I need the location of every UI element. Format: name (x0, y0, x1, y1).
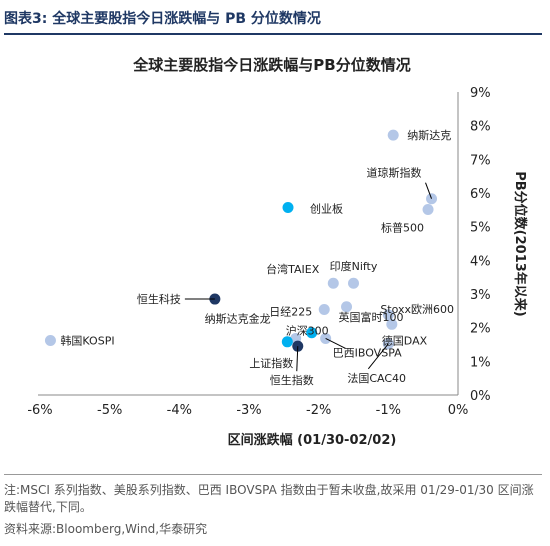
scatter-chart: 全球主要股指今日涨跌幅与PB分位数情况 -6% -5% -4% -3% -2% -1% 0%… (27, 56, 528, 448)
y-tick-label: 1% (470, 355, 491, 370)
data-point (44, 334, 56, 346)
x-tick-label: -6% (27, 403, 52, 418)
data-point (282, 201, 294, 213)
leader-line (425, 182, 432, 199)
point-label: 恒生指数 (270, 373, 314, 387)
chart-source: 资料来源:Bloomberg,Wind,华泰研究 (4, 522, 208, 536)
chart-title: 全球主要股指今日涨跌幅与PB分位数情况 (132, 56, 410, 74)
point-label: 道琼斯指数 (367, 166, 422, 180)
x-tick-label: -3% (236, 403, 261, 418)
data-point (327, 277, 339, 289)
y-tick-label: 6% (470, 187, 491, 202)
point-label: 日经225 (269, 305, 312, 318)
point-label: 标普500 (381, 220, 424, 234)
data-point (318, 303, 330, 315)
x-tick-label: -4% (167, 403, 192, 418)
point-label: 创业板 (310, 201, 343, 215)
point-label: 法国CAC40 (347, 371, 406, 385)
y-tick-label: 9% (470, 86, 491, 101)
x-tick-label: 0% (448, 403, 469, 418)
data-point (281, 336, 293, 348)
x-tick-label: -1% (376, 403, 401, 418)
point-label: 恒生科技 (137, 292, 181, 306)
data-point (306, 327, 318, 339)
y-axis-label: PB分位数(2013年以来) (512, 171, 528, 317)
y-tick-label: 2% (470, 322, 491, 337)
title-divider (4, 33, 542, 35)
x-axis-label: 区间涨跌幅 (01/30-02/02) (228, 432, 397, 448)
leader-line (325, 337, 346, 349)
footer-divider (4, 474, 542, 475)
point-label: 德国DAX (382, 333, 428, 347)
x-tick-label: -2% (306, 403, 331, 418)
y-tick-label: 0% (470, 389, 491, 404)
axes: -6% -5% -4% -3% -2% -1% 0%0% 1% 2% 3% 4% 5% 6% 7% 8% 9% (27, 86, 490, 418)
figure-label: 图表3: 全球主要股指今日涨跌幅与 PB 分位数情况 (4, 11, 321, 27)
point-label: Stoxx欧洲600 (380, 303, 454, 316)
chart-note: 注:MSCI 系列指数、美股系列指数、巴西 IBOVSPA 指数由于暂未收盘,故… (4, 483, 534, 514)
data-points (44, 129, 438, 352)
point-label: 纳斯达克 (407, 129, 451, 142)
data-point (386, 318, 398, 330)
data-point (382, 309, 394, 321)
y-tick-label: 4% (470, 254, 491, 269)
data-point (387, 129, 399, 141)
point-label: 上证指数 (249, 356, 293, 370)
leader-line (296, 346, 299, 372)
point-label: 韩国KOSPI (60, 333, 114, 347)
leader-line (367, 343, 389, 370)
point-label: 印度Nifty (330, 259, 378, 273)
data-point (341, 301, 353, 313)
y-tick-label: 3% (470, 288, 491, 303)
point-label: 巴西IBOVSPA (333, 346, 402, 359)
point-label: 沪深300 (286, 324, 329, 338)
data-point (348, 277, 359, 289)
point-label: 纳斯达克金龙 (205, 311, 271, 325)
y-tick-label: 7% (470, 153, 491, 168)
data-point (422, 203, 434, 215)
x-tick-label: -5% (97, 403, 122, 418)
point-label: 英国富时100 (339, 310, 404, 324)
y-tick-label: 5% (470, 221, 491, 236)
y-tick-label: 8% (470, 120, 491, 135)
point-label: 台湾TAIEX (266, 262, 320, 276)
